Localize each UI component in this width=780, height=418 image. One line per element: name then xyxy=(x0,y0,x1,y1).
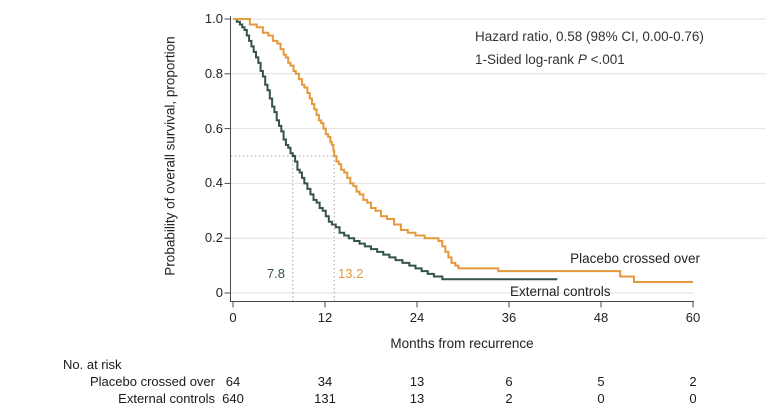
y-tick-label: 0.2 xyxy=(204,230,223,246)
risk-row-label: Placebo crossed over xyxy=(89,374,215,389)
y-tick-label: 0 xyxy=(215,285,223,300)
hazard-ratio-text: Hazard ratio, 0.58 (98% CI, 0.00-0.76) xyxy=(475,29,704,44)
risk-value: 0 xyxy=(689,391,697,406)
x-tick-label: 24 xyxy=(409,310,425,325)
x-tick-label: 60 xyxy=(685,310,701,325)
risk-value: 131 xyxy=(314,391,336,406)
x-tick-label: 0 xyxy=(229,310,237,325)
x-tick-label: 12 xyxy=(317,310,333,325)
x-axis-title: Months from recurrence xyxy=(390,336,534,351)
y-tick-label: 0.4 xyxy=(204,175,223,191)
legend-placebo-crossed-over: Placebo crossed over xyxy=(570,251,700,266)
risk-value: 2 xyxy=(505,391,513,406)
y-tick-label: 0.6 xyxy=(204,120,223,136)
y-axis-title: Probability of overall survival, proport… xyxy=(162,36,178,276)
risk-value: 34 xyxy=(317,374,333,389)
survival-curve-external-controls xyxy=(233,18,558,281)
risk-value: 0 xyxy=(597,391,605,406)
risk-table-title: No. at risk xyxy=(63,357,122,372)
risk-value: 2 xyxy=(689,374,697,389)
risk-value: 64 xyxy=(225,374,241,389)
x-tick-label: 36 xyxy=(501,310,517,325)
risk-value: 640 xyxy=(222,391,244,406)
log-rank-text: 1-Sided log-rank P <.001 xyxy=(475,52,625,67)
survival-curve-placebo-crossed-over xyxy=(233,18,693,284)
risk-value: 6 xyxy=(505,374,513,389)
stats-annotation: Hazard ratio, 0.58 (98% CI, 0.00-0.76) 1… xyxy=(475,25,704,71)
median-label-placebo-crossed-over: 13.2 xyxy=(338,266,364,281)
risk-value: 5 xyxy=(597,374,605,389)
median-label-external-controls: 7.8 xyxy=(266,266,285,281)
x-tick-label: 48 xyxy=(593,310,609,325)
risk-value: 13 xyxy=(409,391,425,406)
legend-external-controls: External controls xyxy=(510,284,611,299)
y-tick-label: 0.8 xyxy=(204,65,223,81)
risk-row-label: External controls xyxy=(118,391,215,406)
y-tick-label: 1.0 xyxy=(204,11,223,26)
risk-value: 13 xyxy=(409,374,425,389)
